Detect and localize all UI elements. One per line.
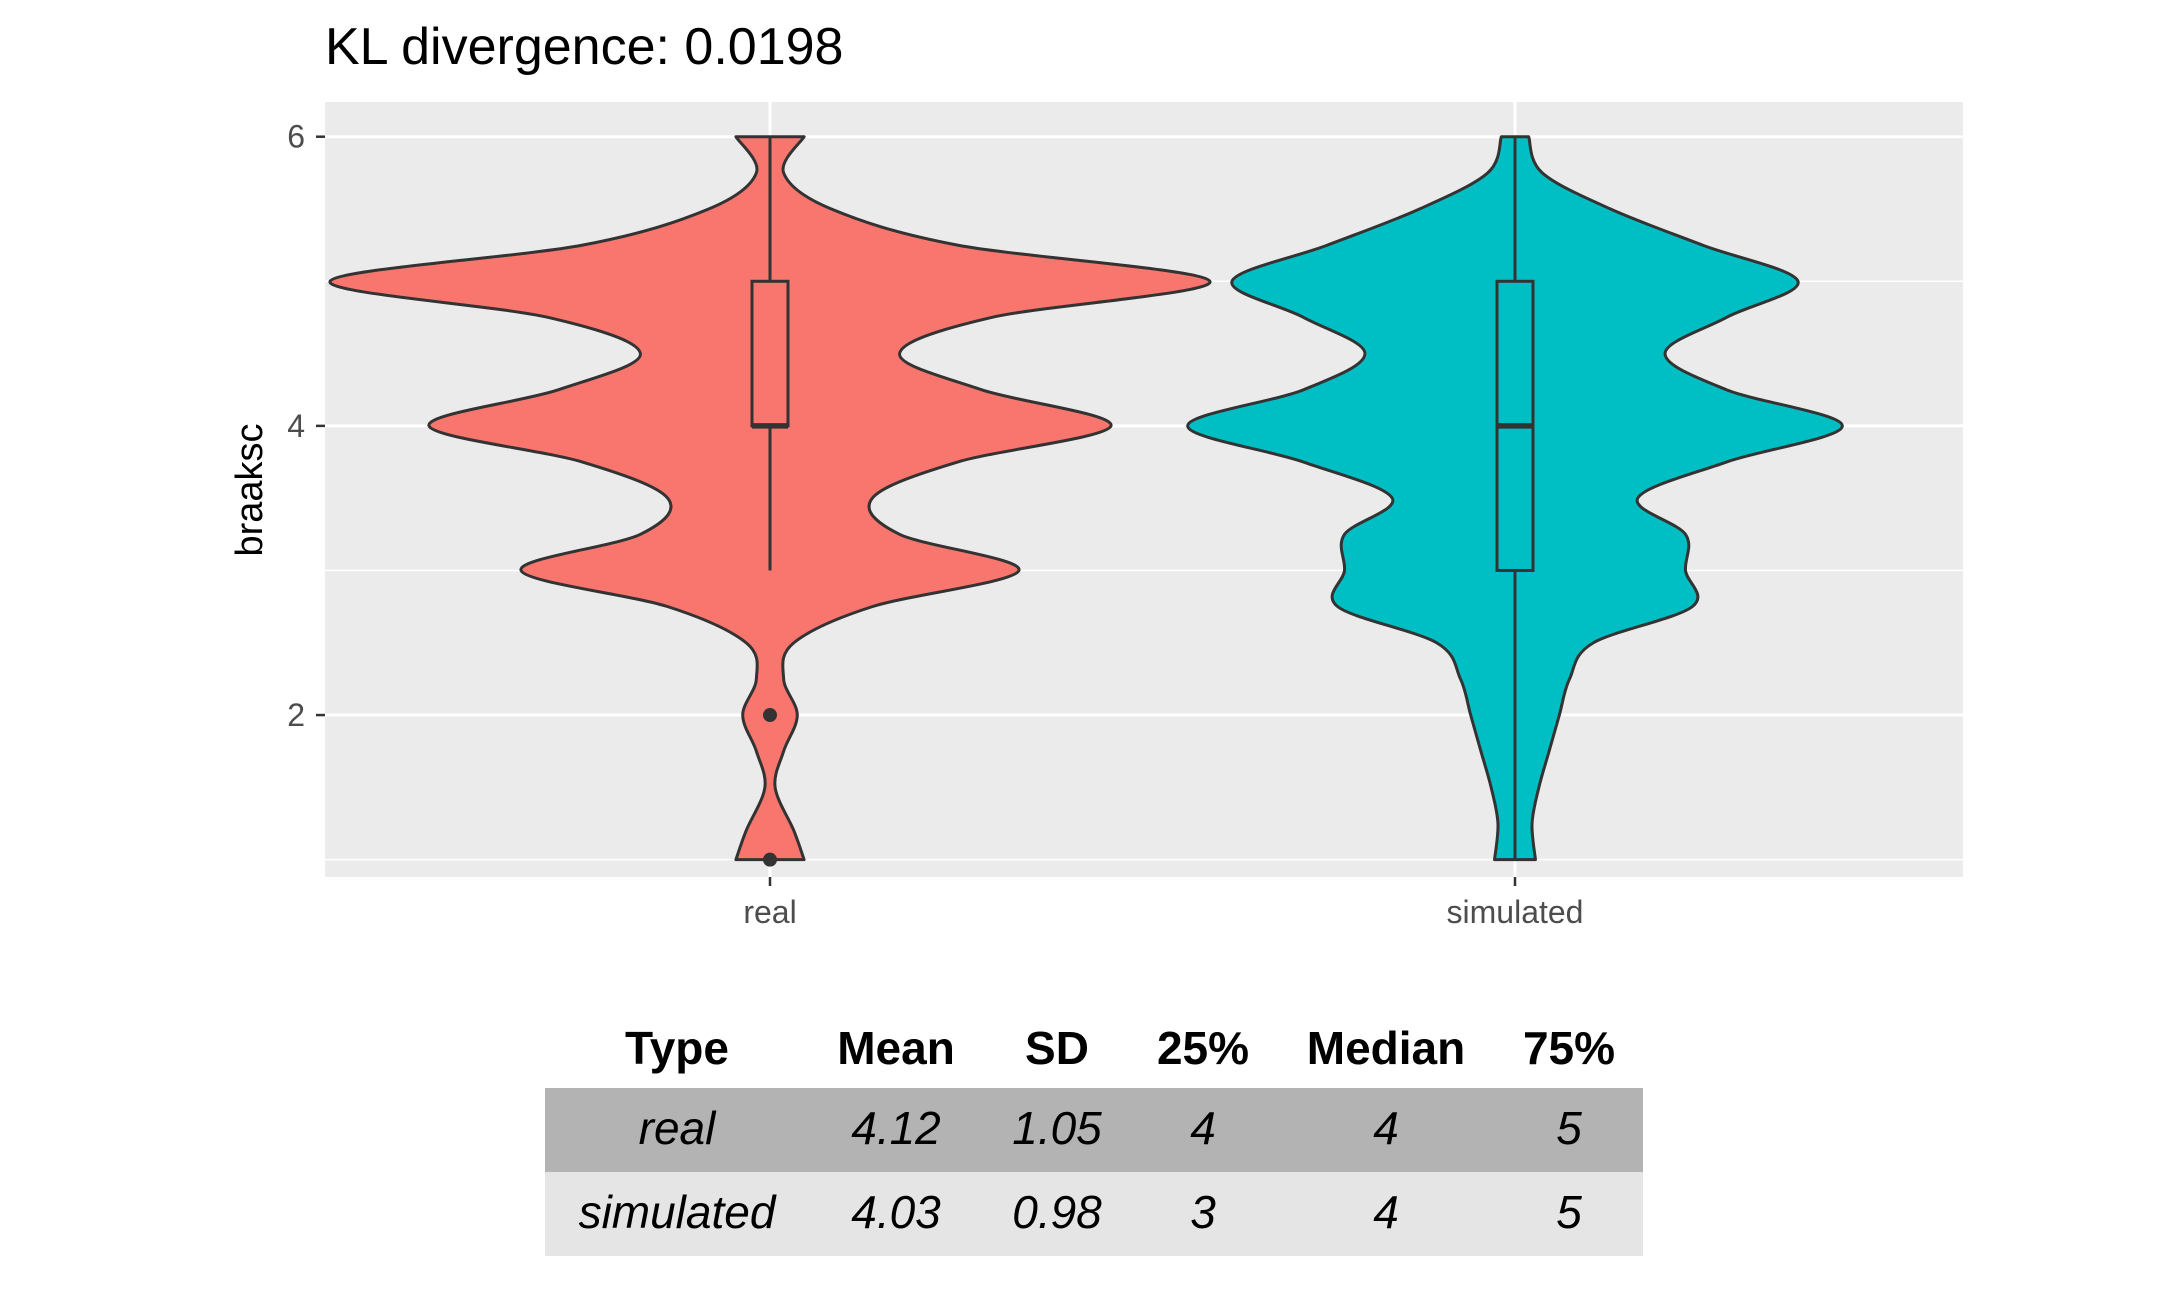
table-cell: 3 [1190, 1186, 1216, 1238]
table-cell: simulated [579, 1186, 777, 1238]
table-row: simulated 4.03 0.98 3 4 5 [545, 1172, 1643, 1256]
outlier-real [763, 852, 777, 867]
table-cell: 5 [1556, 1186, 1582, 1238]
x-axis: real simulated [743, 877, 1583, 930]
table-row: real 4.12 1.05 4 4 5 [545, 1088, 1643, 1172]
plot-panel [325, 102, 1963, 877]
stats-table: Type Mean SD 25% Median 75%real 4.12 1.05 4 4 5sim… [545, 1022, 1643, 1256]
y-tick-label: 2 [287, 697, 305, 733]
table-cell: 4 [1190, 1102, 1216, 1154]
y-axis-title: braaksc [229, 423, 271, 556]
y-axis: 2 4 6 [287, 119, 325, 733]
box-real [750, 279, 790, 428]
table-cell: 0.98 [1012, 1186, 1102, 1238]
boxplots [750, 136, 1535, 867]
table-cell: 1.05 [1012, 1102, 1102, 1154]
y-tick-label: 4 [287, 408, 305, 444]
table-header-cell: Median [1307, 1022, 1465, 1074]
table-header-cell: 75% [1523, 1022, 1615, 1074]
table-header-cell: 25% [1157, 1022, 1249, 1074]
y-tick-label: 6 [287, 119, 305, 155]
table-row-background [545, 1088, 1643, 1172]
table-cell: 5 [1556, 1102, 1582, 1154]
table-cell: 4.03 [851, 1186, 941, 1238]
x-tick-label: simulated [1447, 894, 1584, 930]
table-header-cell: Type [625, 1022, 729, 1074]
table-row-background [545, 1172, 1643, 1256]
table-cell: real [639, 1102, 717, 1154]
table-cell: 4.12 [851, 1102, 941, 1154]
table-cell: 4 [1373, 1186, 1399, 1238]
table-header-cell: Mean [837, 1022, 955, 1074]
x-tick-label: real [743, 894, 796, 930]
chart-title: KL divergence: 0.0198 [325, 18, 843, 76]
table-header-cell: SD [1025, 1022, 1089, 1074]
outlier-real [763, 708, 777, 723]
table-cell: 4 [1373, 1102, 1399, 1154]
